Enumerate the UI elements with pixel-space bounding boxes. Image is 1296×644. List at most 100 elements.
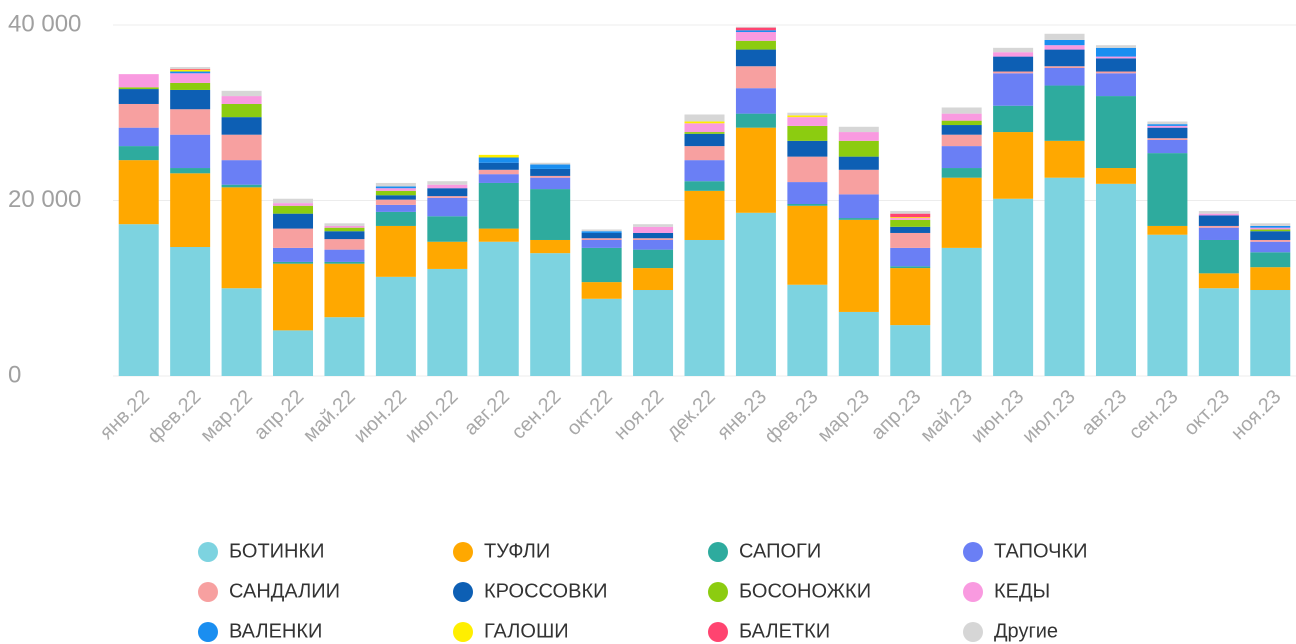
bar-segment	[787, 204, 828, 206]
bar-segment	[890, 218, 931, 220]
bar-segment	[118, 103, 159, 128]
bar-segment	[633, 226, 674, 233]
legend-label: КЕДЫ	[994, 580, 1050, 602]
bar-segment	[530, 162, 571, 165]
bar-segment	[170, 67, 211, 69]
bar-segment	[684, 146, 725, 161]
bar-segment	[735, 30, 776, 33]
bar-segment	[838, 311, 879, 376]
bar-segment	[221, 160, 262, 185]
bar-segment	[221, 90, 262, 97]
bar-segment	[478, 154, 519, 158]
bar-segment	[684, 123, 725, 133]
bar-segment	[787, 156, 828, 183]
bar-segment	[890, 232, 931, 248]
bar-segment	[273, 205, 314, 214]
x-tick-label: июл.22	[401, 386, 463, 448]
bar-segment	[633, 268, 674, 291]
x-tick-label: май.22	[299, 386, 360, 447]
bar-segment	[993, 198, 1034, 376]
bar-segment	[735, 88, 776, 114]
bar-segment	[1095, 58, 1136, 72]
bar-segment	[221, 134, 262, 161]
bar-segment	[170, 247, 211, 376]
x-tick-label: авг.23	[1077, 386, 1131, 440]
bar-segment	[941, 177, 982, 248]
legend-swatch	[708, 582, 728, 602]
bar-segment	[941, 120, 982, 126]
bar-segment	[324, 249, 365, 262]
x-tick-label: фев.22	[143, 386, 205, 448]
bar-segment	[838, 156, 879, 170]
bar-segment	[787, 112, 828, 116]
bar-segment	[273, 263, 314, 331]
bar-segment	[684, 190, 725, 240]
bar-segment	[324, 227, 365, 232]
legend-label: ГАЛОШИ	[484, 620, 569, 642]
bar-segment	[170, 134, 211, 169]
legend-swatch	[453, 582, 473, 602]
bar-segment	[375, 199, 416, 205]
bar-segment	[633, 238, 674, 240]
bar-segment	[1198, 239, 1239, 274]
bar-segment	[118, 146, 159, 161]
legend-label: ВАЛЕНКИ	[229, 620, 322, 642]
bar-segment	[787, 125, 828, 141]
bar-segment	[1198, 288, 1239, 376]
bar-segment	[1250, 239, 1291, 242]
bar-segment	[118, 87, 159, 90]
bar-segment	[581, 232, 622, 239]
bar-segment	[1250, 229, 1291, 232]
bar-segment	[427, 216, 468, 242]
bar-segment	[375, 225, 416, 277]
bar-segment	[1198, 225, 1239, 228]
bar-segment	[530, 175, 571, 178]
bar-segment	[890, 268, 931, 326]
bar-segment	[735, 26, 776, 28]
bar-segment	[581, 247, 622, 283]
bar-segment	[170, 73, 211, 83]
legend-swatch	[453, 622, 473, 642]
bar-segment	[530, 177, 571, 190]
bar-segment	[941, 134, 982, 147]
bar-segment	[170, 173, 211, 248]
bar-segment	[375, 195, 416, 200]
x-tick-label: окт.22	[563, 386, 617, 440]
bar-segment	[838, 218, 879, 220]
bar-segment	[890, 219, 931, 227]
x-tick-label: апр.22	[250, 386, 309, 445]
bar-segment	[427, 241, 468, 269]
bar-segment	[993, 105, 1034, 133]
legend-swatch	[453, 542, 473, 562]
bar-segment	[787, 117, 828, 126]
bar-segment	[684, 160, 725, 182]
bar-segment	[324, 225, 365, 228]
bar-segment	[375, 190, 416, 196]
bar-segment	[581, 282, 622, 299]
bar-segment	[1198, 273, 1239, 289]
bar-segment	[993, 47, 1034, 53]
bar-segment	[941, 113, 982, 121]
legend-swatch	[708, 622, 728, 642]
bar-segment	[735, 66, 776, 89]
bar-segment	[427, 188, 468, 197]
bar-segment	[118, 127, 159, 147]
bar-segment	[735, 113, 776, 128]
bar-segment	[838, 194, 879, 219]
bar-segment	[118, 74, 159, 88]
bar-segment	[581, 238, 622, 240]
bar-segment	[684, 132, 725, 134]
bar-segment	[1095, 56, 1136, 59]
bar-segment	[684, 114, 725, 122]
x-tick-label: июн.22	[350, 386, 412, 448]
bar-segment	[1147, 153, 1188, 226]
bar-segment	[890, 217, 931, 219]
bar-segment	[1147, 125, 1188, 128]
bar-segment	[1044, 45, 1085, 50]
bar-segment	[1147, 124, 1188, 126]
bar-segment	[427, 184, 468, 189]
bar-segment	[273, 228, 314, 248]
x-tick-label: сен.23	[1125, 386, 1183, 444]
bar-segment	[1147, 138, 1188, 140]
